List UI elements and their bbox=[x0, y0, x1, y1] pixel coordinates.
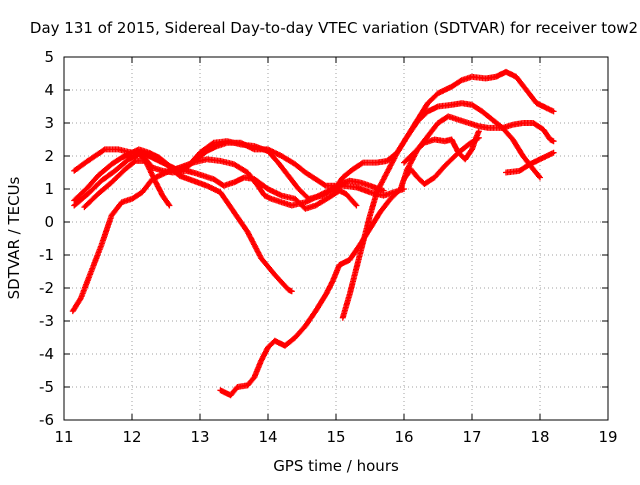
y-tick-label: -6 bbox=[39, 411, 54, 429]
data-marks bbox=[401, 134, 482, 187]
y-tick-label: -2 bbox=[39, 279, 54, 297]
x-tick-label: 11 bbox=[54, 428, 73, 446]
series-arc-10 bbox=[401, 134, 482, 187]
y-tick-label: 2 bbox=[44, 147, 54, 165]
data-marks bbox=[503, 149, 557, 176]
y-tick-label: -5 bbox=[39, 378, 54, 396]
x-tick-label: 14 bbox=[258, 428, 277, 446]
x-axis-label: GPS time / hours bbox=[273, 457, 399, 475]
grid-layer bbox=[64, 57, 608, 420]
x-tick-label: 13 bbox=[190, 428, 209, 446]
y-tick-label: 4 bbox=[44, 81, 54, 99]
data-marks bbox=[71, 151, 360, 212]
series-arc-8 bbox=[339, 100, 543, 321]
y-axis-label: SDTVAR / TECUs bbox=[5, 176, 23, 299]
data-layer bbox=[69, 68, 557, 399]
y-tick-label: -3 bbox=[39, 312, 54, 330]
x-tick-label: 18 bbox=[530, 428, 549, 446]
data-marks bbox=[81, 157, 173, 211]
y-tick-label: -1 bbox=[39, 246, 54, 264]
series-arc-6 bbox=[186, 68, 557, 202]
series-arc-3 bbox=[71, 151, 360, 212]
y-tick-label: 0 bbox=[44, 213, 54, 231]
data-marks bbox=[339, 100, 543, 321]
x-tick-label: 19 bbox=[598, 428, 617, 446]
chart-title: Day 131 of 2015, Sidereal Day-to-day VTE… bbox=[30, 19, 638, 37]
y-tick-label: 3 bbox=[44, 114, 54, 132]
x-tick-label: 12 bbox=[122, 428, 141, 446]
series-arc-11 bbox=[503, 149, 557, 176]
x-tick-label: 17 bbox=[462, 428, 481, 446]
data-marks bbox=[186, 68, 557, 202]
y-tick-label: 5 bbox=[44, 48, 54, 66]
y-tick-label: -4 bbox=[39, 345, 54, 363]
x-tick-label: 15 bbox=[326, 428, 345, 446]
y-tick-label: 1 bbox=[44, 180, 54, 198]
x-tick-label: 16 bbox=[394, 428, 413, 446]
series-arc-4 bbox=[81, 157, 173, 211]
